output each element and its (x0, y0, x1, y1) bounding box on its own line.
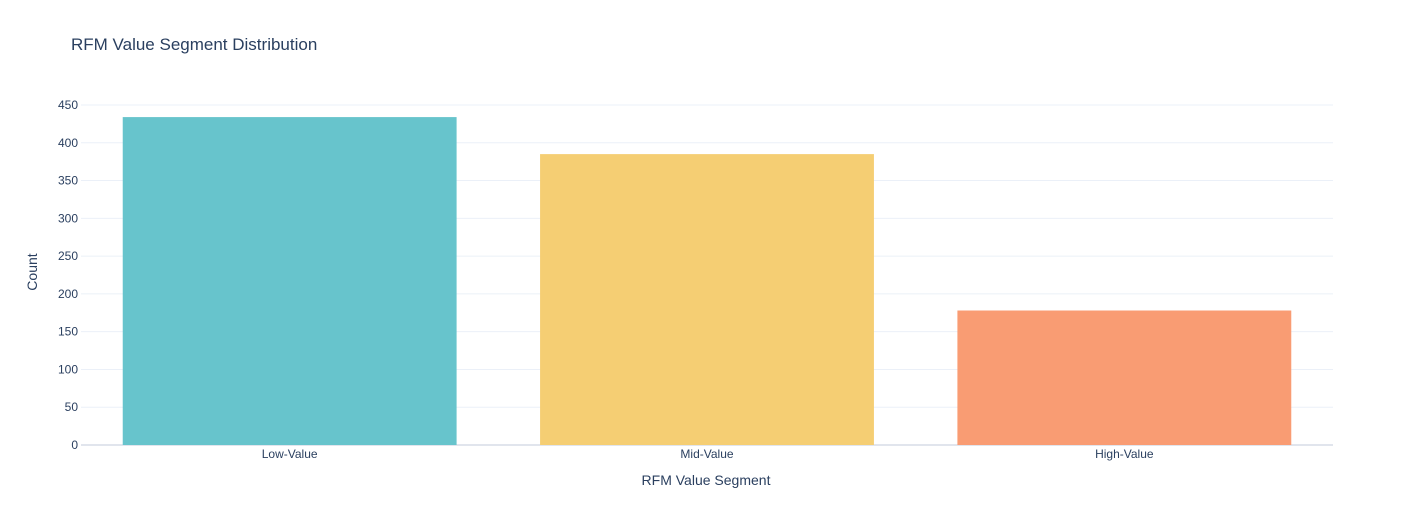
x-tick-label: Mid-Value (680, 447, 733, 461)
y-tick-label: 0 (71, 438, 78, 452)
bar-high-value[interactable] (957, 310, 1292, 445)
bars (122, 117, 1292, 445)
chart-title: RFM Value Segment Distribution (71, 35, 317, 54)
x-axis-title: RFM Value Segment (642, 472, 771, 488)
x-tick-label: Low-Value (262, 447, 318, 461)
y-tick-labels: 0 50 100 150 200 250 300 350 400 450 (58, 98, 78, 452)
y-tick-label: 400 (58, 136, 78, 150)
y-tick-label: 200 (58, 287, 78, 301)
y-tick-label: 450 (58, 98, 78, 112)
y-tick-label: 350 (58, 174, 78, 188)
y-tick-label: 50 (65, 400, 79, 414)
y-tick-label: 250 (58, 249, 78, 263)
x-tick-labels: Low-Value Mid-Value High-Value (262, 447, 1154, 461)
y-tick-label: 150 (58, 325, 78, 339)
bar-low-value[interactable] (122, 117, 457, 445)
y-tick-label: 300 (58, 211, 78, 225)
y-tick-label: 100 (58, 362, 78, 376)
bar-mid-value[interactable] (540, 154, 874, 445)
y-axis-title: Count (24, 253, 40, 290)
x-tick-label: High-Value (1095, 447, 1154, 461)
